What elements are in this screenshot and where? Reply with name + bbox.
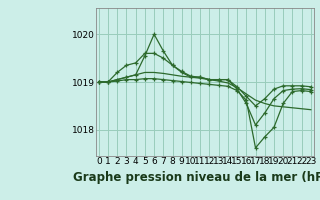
X-axis label: Graphe pression niveau de la mer (hPa): Graphe pression niveau de la mer (hPa) [73,171,320,184]
